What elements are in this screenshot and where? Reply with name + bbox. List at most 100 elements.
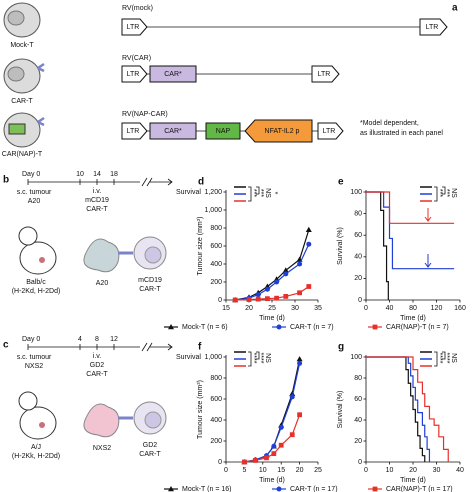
marker <box>296 356 303 362</box>
ltr-label: LTR <box>127 24 140 31</box>
survival-curve <box>366 356 426 462</box>
marker <box>306 241 312 247</box>
y-axis-label: Tumour size (mm³) <box>197 217 204 276</box>
legend-marker <box>372 486 378 492</box>
marker <box>232 297 238 303</box>
marker <box>274 295 279 301</box>
car-box <box>149 122 197 140</box>
construct-nap-car: CAR(NAP)-T RV(NAP-CAR) LTR CAR* NAP NFAT… <box>2 111 444 158</box>
significance: **** <box>257 353 264 364</box>
panel-label: a <box>452 3 458 14</box>
x-tick-label: 20 <box>296 467 304 474</box>
sig-bracket <box>434 186 446 202</box>
protocol-text: Survival <box>176 354 201 361</box>
mouse-tumour <box>39 257 45 263</box>
promoter-label: NFAT-IL2 p <box>265 128 300 135</box>
x-tick-label: 0 <box>364 305 368 312</box>
protocol-text: mCD19 <box>85 197 109 204</box>
mouse-tumour <box>39 422 45 428</box>
legend-label: CAR(NAP)-T (n = 7) <box>386 324 449 331</box>
y-tick-label: 1,000 <box>204 207 222 214</box>
survival-curve <box>366 356 449 462</box>
protocol-text: Survival <box>176 189 201 196</box>
timeline-label: 8 <box>95 336 99 343</box>
mouse-body <box>19 406 57 440</box>
significance: **** <box>436 353 443 364</box>
marker <box>274 279 280 285</box>
x-axis-label: Time (d) <box>259 477 285 484</box>
protocol-text: Balb/c <box>26 279 46 286</box>
marker <box>297 290 302 296</box>
car-label: CAR* <box>164 128 182 135</box>
marker <box>264 455 269 461</box>
y-tick-label: 600 <box>210 396 222 403</box>
y-tick-label: 800 <box>210 225 222 232</box>
x-tick-label: 35 <box>314 305 322 312</box>
legend-marker <box>168 486 174 492</box>
ltr-label: LTR <box>127 128 140 135</box>
marker <box>253 458 258 463</box>
y-tick-label: 0 <box>218 459 222 466</box>
sig-bracket <box>248 351 260 367</box>
panel-label: g <box>338 342 344 353</box>
vector-label: RV(CAR) <box>122 55 151 62</box>
ltr <box>311 65 340 83</box>
nap-label: NAP <box>216 128 231 135</box>
timeline-label: Day 0 <box>22 171 40 178</box>
significance: * <box>271 192 278 195</box>
protocol-text: A/J <box>31 444 41 451</box>
treatment-arrow <box>424 254 432 268</box>
x-tick-label: 10 <box>386 467 394 474</box>
protocol-text: CAR-T <box>86 206 108 213</box>
protocol-text: CAR-T <box>86 371 108 378</box>
x-tick-label: 25 <box>268 305 276 312</box>
promoter-arrow <box>244 119 313 143</box>
y-axis-label: Tumour size (mm³) <box>197 380 204 439</box>
protocol-text: A20 <box>96 280 109 287</box>
y-tick-label: 0 <box>218 297 222 304</box>
marker <box>282 267 289 273</box>
protocol-b: b Day 0 10 14 18 s.c. tumour A20 i.v. mCD19 CAR-T… <box>3 171 201 295</box>
y-tick-label: 60 <box>354 232 362 239</box>
x-tick-label: 0 <box>364 467 368 474</box>
protocol-text: i.v. <box>93 188 101 195</box>
x-axis-label: Time (d) <box>259 315 285 322</box>
sig-bracket <box>248 186 260 202</box>
marker <box>289 390 296 396</box>
marker <box>297 412 302 418</box>
panel-label: d <box>198 177 204 188</box>
timeline-label: Day 0 <box>22 336 40 343</box>
treatment-arrow <box>424 208 432 222</box>
cell-label: CAR-T <box>11 98 33 105</box>
note: as illustrated in each panel <box>360 130 443 137</box>
ltr-label: LTR <box>323 128 336 135</box>
significance: **** <box>443 353 450 364</box>
y-tick-label: 200 <box>210 279 222 286</box>
significance: NS <box>264 353 271 363</box>
protocol-c: c Day 0 4 8 12 s.c. tumour NXS2 i.v. GD2 CAR-T Sur… <box>3 336 201 460</box>
x-tick-label: 20 <box>245 305 253 312</box>
mouse-body <box>19 241 57 275</box>
protocol-text: CAR-T <box>139 286 161 293</box>
ltr-label: LTR <box>127 71 140 78</box>
marker <box>271 443 277 449</box>
protocol-text: s.c. tumour <box>17 189 52 196</box>
nap-box <box>205 122 241 140</box>
nap-granule <box>8 123 26 135</box>
marker <box>265 296 270 302</box>
legend-label: Mock-T (n = 6) <box>182 324 228 331</box>
construct-car: CAR-T RV(CAR) LTR CAR* LTR <box>3 55 340 105</box>
y-tick-label: 1,000 <box>204 354 222 361</box>
significance: NS <box>450 188 457 198</box>
panel-label: f <box>198 342 202 353</box>
x-tick-label: 30 <box>433 467 441 474</box>
ltr <box>121 65 148 83</box>
car-receptor <box>37 62 45 73</box>
legend-label: CAR-T (n = 7) <box>290 324 334 331</box>
y-axis-label: Survival (%) <box>337 227 344 265</box>
sig-bracket <box>434 351 446 367</box>
ltr-label: LTR <box>426 24 439 31</box>
x-tick-label: 0 <box>224 467 228 474</box>
x-axis-label: Time (d) <box>400 477 426 484</box>
marker <box>242 459 247 465</box>
